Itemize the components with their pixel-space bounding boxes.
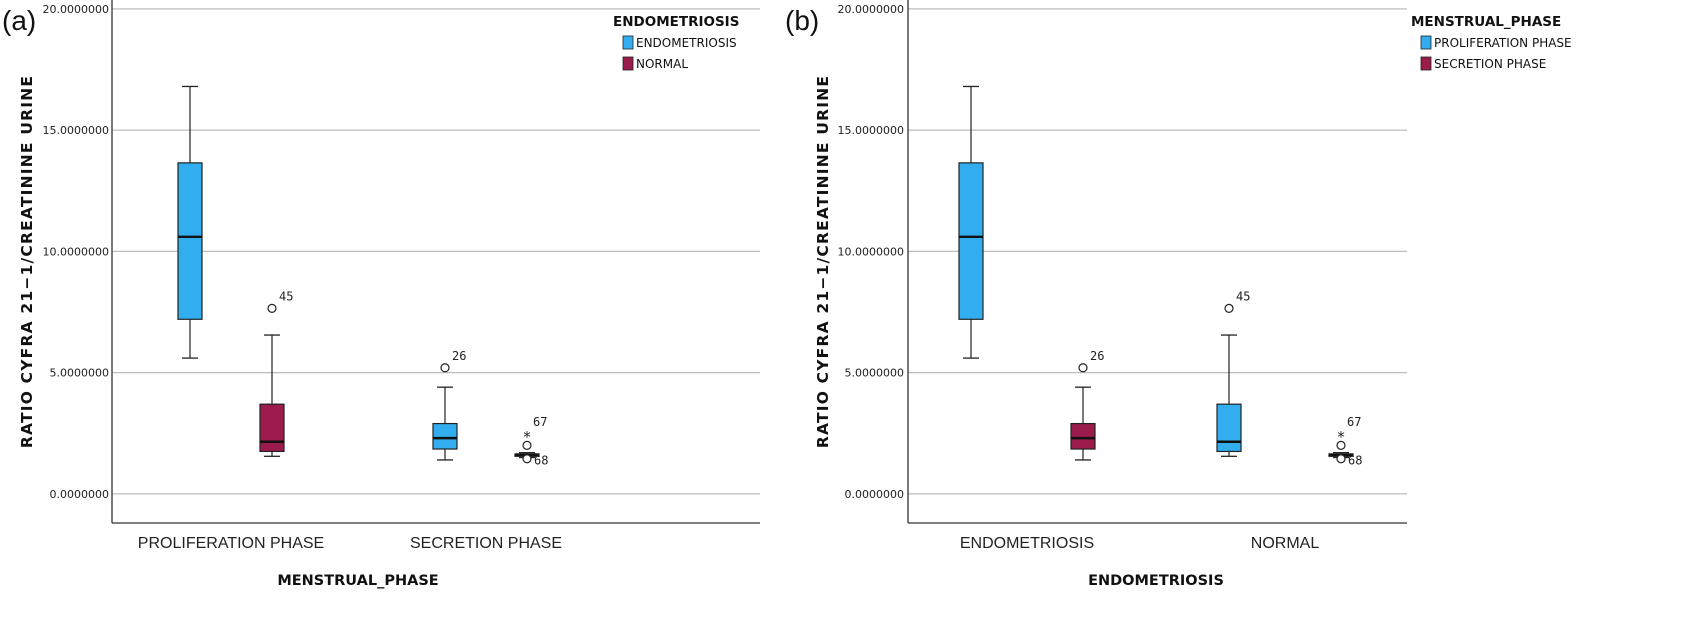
outlier-point	[1336, 440, 1346, 450]
x-axis-title: ENDOMETRIOSIS	[1088, 573, 1224, 589]
x-tick-label: NORMAL	[1251, 535, 1320, 552]
y-axis-title: RATIO CYFRA 21−1/CREATININE URINE	[814, 75, 832, 448]
legend-item-label: NORMAL	[636, 57, 688, 71]
box-iqr	[958, 162, 984, 320]
y-tick-label: 0.0000000	[845, 488, 905, 501]
y-tick-label: 20.0000000	[43, 3, 109, 16]
chart-panel-b: (b) 0.0000000 5.0000000 10.0000000 15.000000…	[785, 0, 1572, 589]
legend-swatch	[1420, 35, 1432, 50]
box-normal-proliferation-phase: 45	[1216, 289, 1250, 457]
outlier-label: 67	[1347, 415, 1361, 429]
outlier-label: 26	[1090, 349, 1104, 363]
legend-title: MENSTRUAL_PHASE	[1411, 14, 1561, 30]
box-iqr	[177, 162, 203, 320]
y-tick-label: 20.0000000	[838, 3, 904, 16]
outlier-label: 45	[279, 289, 293, 303]
outlier-point	[267, 303, 277, 313]
box-iqr	[259, 403, 285, 453]
outlier-label: 26	[452, 349, 466, 363]
legend-swatch	[622, 35, 634, 50]
box-proliferation-phase-endometriosis	[177, 85, 203, 359]
x-axis-title: MENSTRUAL_PHASE	[277, 573, 438, 589]
legend-swatch	[622, 56, 634, 71]
box-secretion-phase-endometriosis: 26	[432, 349, 466, 461]
box-secretion-phase-normal: *67 68	[514, 415, 548, 468]
outlier-point	[440, 363, 450, 373]
chart-panel-a: (a) 0.0000000 5.0000000 10.0000000 15.000000…	[2, 0, 760, 589]
outlier-point	[1224, 303, 1234, 313]
box-normal-secretion-phase: *67 68	[1328, 415, 1362, 468]
x-tick-label: SECRETION PHASE	[410, 535, 562, 552]
outlier-point	[1078, 363, 1088, 373]
panel-label: (a)	[2, 5, 36, 36]
box-endometriosis-proliferation-phase	[958, 85, 984, 359]
outlier-point	[1336, 454, 1346, 464]
y-tick-label: 0.0000000	[50, 488, 110, 501]
box-iqr	[1216, 403, 1242, 453]
legend-item-label: PROLIFERATION PHASE	[1434, 36, 1572, 50]
x-tick-label: PROLIFERATION PHASE	[138, 535, 324, 552]
box-iqr	[432, 422, 458, 450]
y-tick-label: 15.0000000	[838, 124, 904, 137]
y-tick-label: 5.0000000	[845, 367, 905, 380]
y-tick-label: 10.0000000	[43, 245, 109, 258]
box-endometriosis-secretion-phase: 26	[1070, 349, 1104, 461]
outlier-extreme: *	[523, 428, 531, 446]
legend-swatch	[1420, 56, 1432, 71]
outlier-label: 67	[533, 415, 547, 429]
box-iqr	[1070, 422, 1096, 450]
outlier-label: 45	[1236, 289, 1250, 303]
panel-label: (b)	[785, 5, 819, 36]
x-tick-label: ENDOMETRIOSIS	[960, 535, 1094, 552]
legend-title: ENDOMETRIOSIS	[613, 14, 739, 30]
outlier-extreme: *	[1337, 428, 1345, 446]
outlier-label: 68	[534, 454, 548, 468]
legend-item-label: ENDOMETRIOSIS	[636, 36, 737, 50]
y-axis-title: RATIO CYFRA 21−1/CREATININE URINE	[18, 75, 36, 448]
outlier-point	[522, 440, 532, 450]
outlier-point	[522, 454, 532, 464]
legend: MENSTRUAL_PHASE PROLIFERATION PHASE SECRET…	[1411, 14, 1572, 71]
box-proliferation-phase-normal: 45	[259, 289, 293, 457]
y-tick-label: 15.0000000	[43, 124, 109, 137]
outlier-label: 68	[1348, 454, 1362, 468]
legend-item-label: SECRETION PHASE	[1434, 57, 1546, 71]
legend: ENDOMETRIOSIS ENDOMETRIOSIS NORMAL	[613, 14, 739, 71]
y-tick-label: 10.0000000	[838, 245, 904, 258]
y-tick-label: 5.0000000	[50, 367, 110, 380]
